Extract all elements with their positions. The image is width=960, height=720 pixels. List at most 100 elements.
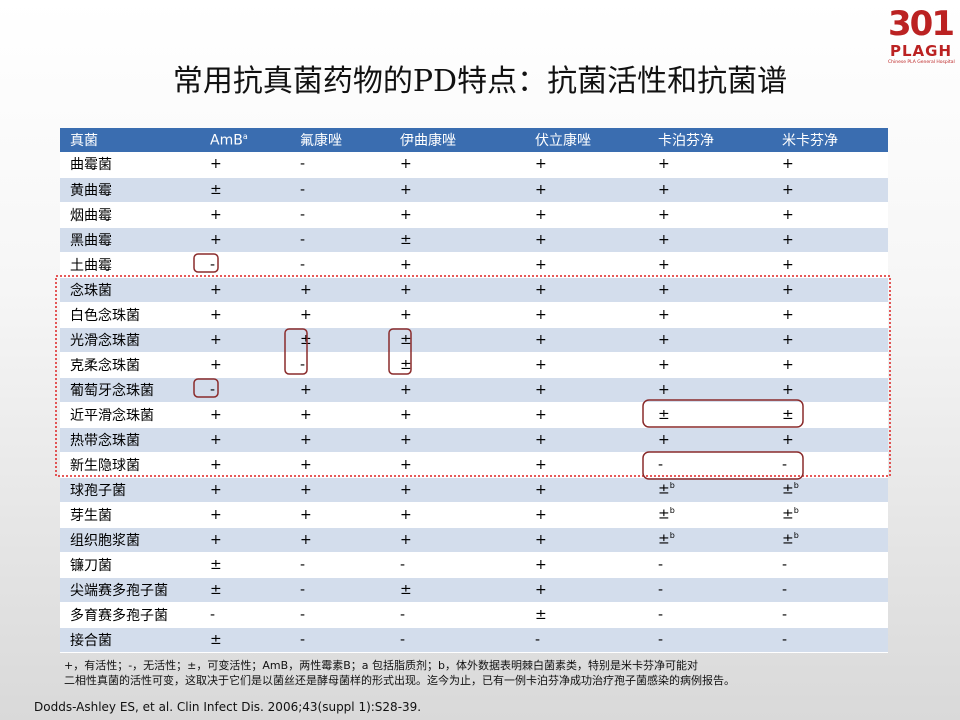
table-cell: +: [772, 202, 888, 228]
table-cell: +: [525, 177, 648, 203]
table-cell: +: [390, 427, 525, 453]
table-cell: +: [390, 202, 525, 228]
table-cell: ±: [648, 402, 772, 428]
table-cell: -: [200, 377, 290, 403]
table-cell: +: [390, 152, 525, 178]
table-cell: +: [200, 477, 290, 503]
table-cell: +: [772, 427, 888, 453]
header-cell: AmBa: [200, 128, 290, 152]
table-cell: -: [290, 627, 390, 653]
table-cell: +: [648, 352, 772, 378]
header-cell: 氟康唑: [290, 128, 390, 152]
table-row: 土曲霉 - - + + + +: [60, 252, 888, 278]
table-cell: +: [525, 302, 648, 328]
table-cell: 烟曲霉: [60, 202, 200, 228]
header-cell: 伊曲康唑: [390, 128, 525, 152]
table-cell: +: [200, 427, 290, 453]
table-cell: ±: [390, 227, 525, 253]
table-cell: +: [648, 227, 772, 253]
table-cell: +: [772, 277, 888, 303]
table-cell: +: [525, 452, 648, 478]
superscript: b: [669, 481, 675, 491]
logo-subtitle: Chinese PLA General Hospital: [888, 60, 955, 65]
logo: 301 PLAGH Chinese PLA General Hospital: [884, 4, 960, 66]
table-cell: -: [772, 627, 888, 653]
table-cell: 念珠菌: [60, 277, 200, 303]
table-cell: 尖端赛多孢子菌: [60, 577, 200, 603]
table-row: 念珠菌 + + + + + +: [60, 277, 888, 303]
table-cell: ±b: [772, 477, 888, 503]
table-cell: -: [290, 602, 390, 628]
table-cell: +: [525, 527, 648, 553]
table-cell: 克柔念珠菌: [60, 352, 200, 378]
superscript: b: [793, 531, 799, 541]
table-cell: +: [772, 177, 888, 203]
table-cell: -: [648, 552, 772, 578]
table-row: 多育赛多孢子菌 - - - ± - -: [60, 602, 888, 628]
table-cell: +: [525, 352, 648, 378]
table: 真菌 AmBa 氟康唑 伊曲康唑 伏立康唑 卡泊芬净 米卡芬净 曲霉菌 + - + + + + 黄曲霉 ± -…: [60, 128, 888, 653]
table-cell: +: [772, 152, 888, 178]
table-cell: +: [390, 252, 525, 278]
table-cell: -: [648, 602, 772, 628]
table-cell: +: [390, 527, 525, 553]
table-row: 芽生菌 + + + + ±b ±b: [60, 502, 888, 528]
table-cell: ±b: [772, 527, 888, 553]
table-cell: ±: [200, 552, 290, 578]
table-cell: +: [525, 377, 648, 403]
table-cell: -: [200, 252, 290, 278]
table-cell: +: [390, 377, 525, 403]
footnote-line: +，有活性；-，无活性；±，可变活性；AmB，两性霉素B；a 包括脂质剂；b，体…: [64, 659, 698, 672]
table-cell: -: [290, 552, 390, 578]
table-row: 接合菌 ± - - - - -: [60, 627, 888, 653]
table-cell: ±: [200, 177, 290, 203]
table-cell: +: [390, 302, 525, 328]
table-cell: 黑曲霉: [60, 227, 200, 253]
table-cell: +: [200, 202, 290, 228]
table-cell: +: [648, 327, 772, 353]
table-row: 葡萄牙念珠菌 - + + + + +: [60, 377, 888, 403]
table-row: 镰刀菌 ± - - + - -: [60, 552, 888, 578]
footnote: +，有活性；-，无活性；±，可变活性；AmB，两性霉素B；a 包括脂质剂；b，体…: [64, 658, 735, 688]
table-cell: +: [290, 377, 390, 403]
table-cell: +: [648, 277, 772, 303]
table-cell: +: [200, 502, 290, 528]
table-cell: -: [390, 627, 525, 653]
table-cell: +: [525, 477, 648, 503]
table-cell: +: [200, 527, 290, 553]
table-cell: 白色念珠菌: [60, 302, 200, 328]
table-cell: +: [525, 277, 648, 303]
table-row: 黄曲霉 ± - + + + +: [60, 177, 888, 203]
table-cell: ±: [290, 327, 390, 353]
table-cell: +: [290, 277, 390, 303]
table-cell: ±: [390, 577, 525, 603]
table-row: 克柔念珠菌 + - ± + + +: [60, 352, 888, 378]
table-cell: +: [525, 227, 648, 253]
table-cell: +: [390, 502, 525, 528]
table-row: 烟曲霉 + - + + + +: [60, 202, 888, 228]
table-cell: -: [290, 352, 390, 378]
table-row: 黑曲霉 + - ± + + +: [60, 227, 888, 253]
table-cell: 热带念珠菌: [60, 427, 200, 453]
table-row: 曲霉菌 + - + + + +: [60, 152, 888, 178]
table-cell: 新生隐球菌: [60, 452, 200, 478]
table-cell: -: [648, 577, 772, 603]
title: 常用抗真菌药物的PD特点：抗菌活性和抗菌谱: [172, 64, 788, 99]
table-cell: -: [390, 552, 525, 578]
table-cell: ±: [390, 352, 525, 378]
table-cell: +: [525, 577, 648, 603]
table-cell: +: [525, 152, 648, 178]
table-cell: -: [290, 227, 390, 253]
superscript: b: [669, 531, 675, 541]
table-row: 新生隐球菌 + + + + - -: [60, 452, 888, 478]
cell-text: ±: [782, 506, 794, 523]
citation: Dodds-Ashley ES, et al. Clin Infect Dis.…: [34, 700, 422, 714]
table-cell: 球孢子菌: [60, 477, 200, 503]
table-cell: +: [390, 477, 525, 503]
table-cell: +: [525, 402, 648, 428]
table-cell: +: [200, 277, 290, 303]
superscript: b: [793, 506, 799, 516]
table-cell: +: [525, 327, 648, 353]
table-cell: +: [290, 302, 390, 328]
table-cell: +: [772, 352, 888, 378]
